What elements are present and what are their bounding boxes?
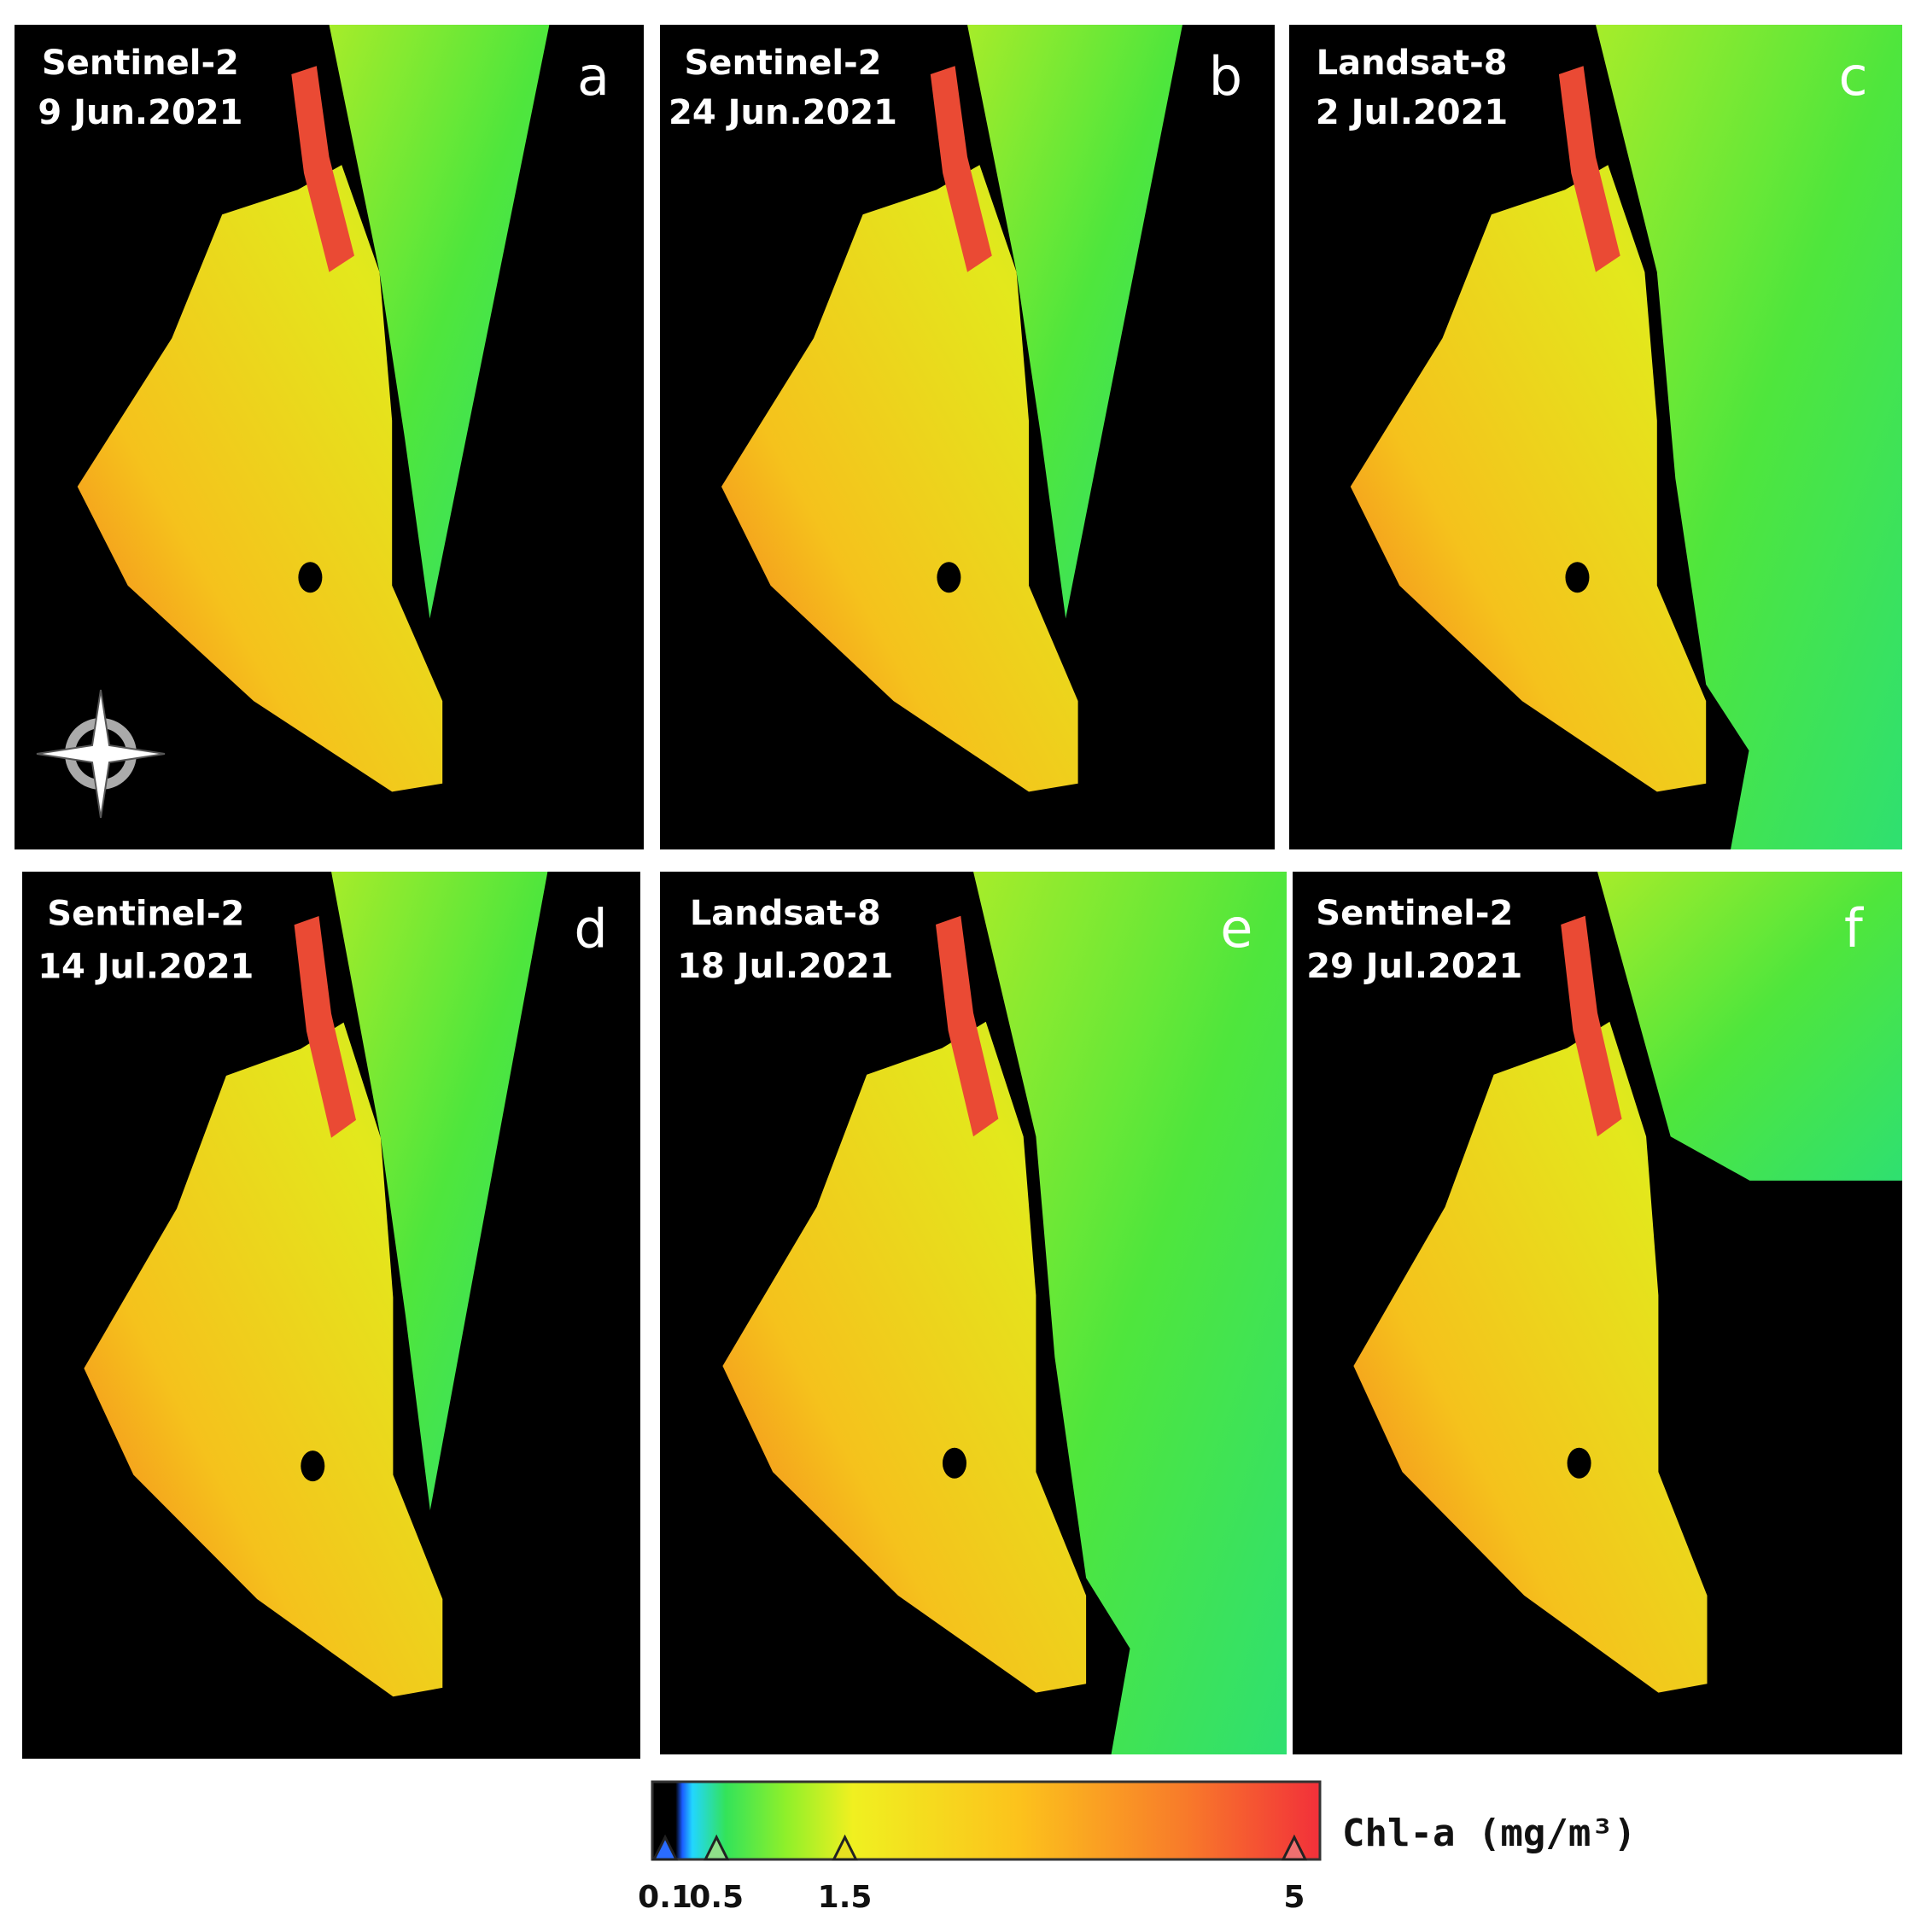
sea-area: [967, 25, 1182, 619]
coastal-strip: [294, 916, 356, 1138]
panel-letter: e: [1220, 897, 1252, 960]
sensor-label: Sentinel-2: [47, 894, 244, 933]
tick-label: 1.5: [818, 1880, 873, 1915]
sea-area: [973, 872, 1287, 1754]
lagoon-area: [84, 1022, 443, 1697]
sea-area: [331, 872, 548, 1511]
map-panel: Sentinel-2 24 Jun.2021 b: [660, 25, 1275, 849]
tick-marker: [1281, 1834, 1308, 1861]
panels: Sentinel-2 9 Jun.2021 a Sentinel-2 24 Jun.20…: [15, 25, 1902, 1759]
sensor-label: Landsat-8: [1317, 44, 1508, 83]
tick-label: 0.5: [689, 1880, 744, 1915]
tick-label: 5: [1283, 1880, 1305, 1915]
tick-marker: [703, 1834, 730, 1861]
island: [937, 562, 961, 593]
map-panel: Sentinel-2 14 Jul.2021 d: [22, 872, 640, 1759]
date-label: 2 Jul.2021: [1316, 93, 1508, 132]
panel-letter: a: [577, 45, 610, 108]
lagoon-area: [722, 1021, 1087, 1693]
sensor-label: Sentinel-2: [1316, 894, 1513, 933]
island: [942, 1447, 966, 1479]
date-label: 9 Jun.2021: [38, 93, 242, 132]
lagoon-area: [1353, 1021, 1708, 1693]
sensor-label: Sentinel-2: [685, 44, 882, 83]
tick-marker: [832, 1834, 859, 1861]
date-label: 14 Jul.2021: [38, 948, 254, 987]
map-panel: Landsat-8 18 Jul.2021 e: [660, 872, 1287, 1754]
coastal-strip: [1561, 915, 1622, 1137]
coastal-strip: [936, 915, 999, 1137]
colorbar: 0.10.5 1.5 5 Chl-a (mg/m³): [638, 1780, 1636, 1915]
coastal-strip: [930, 66, 992, 272]
sensor-label: Landsat-8: [690, 894, 881, 933]
sea-area: [1596, 25, 1902, 849]
sea-area: [1597, 872, 1902, 1181]
island: [1565, 562, 1590, 593]
date-label: 29 Jul.2021: [1306, 947, 1522, 986]
colorbar-ramp: [651, 1780, 1322, 1861]
sea-area: [329, 25, 550, 619]
map-panel: Landsat-8 2 Jul.2021 c: [1289, 25, 1902, 849]
panel-letter: d: [574, 897, 607, 960]
lagoon-area: [721, 165, 1078, 792]
map-panel: Sentinel-2 9 Jun.2021 a: [15, 25, 644, 849]
panel-letter: f: [1844, 897, 1865, 960]
date-label: 24 Jun.2021: [669, 93, 897, 132]
date-label: 18 Jul.2021: [677, 947, 893, 986]
coastal-strip: [1558, 66, 1620, 272]
island: [298, 562, 323, 593]
coastal-strip: [291, 66, 354, 272]
lagoon-area: [77, 165, 443, 792]
panel-letter: b: [1209, 45, 1242, 108]
island: [1567, 1447, 1591, 1479]
colorbar-label: Chl-a (mg/m³): [1342, 1812, 1636, 1855]
map-panel: Sentinel-2 29 Jul.2021 f: [1293, 872, 1902, 1754]
panel-letter: c: [1839, 45, 1868, 108]
compass-star: [36, 689, 166, 819]
tick-label: 0.1: [638, 1880, 692, 1915]
north-arrow: [36, 689, 166, 819]
lagoon-area: [1350, 165, 1707, 792]
island: [301, 1450, 325, 1482]
sensor-label: Sentinel-2: [42, 44, 239, 83]
tick-marker: [651, 1834, 679, 1861]
